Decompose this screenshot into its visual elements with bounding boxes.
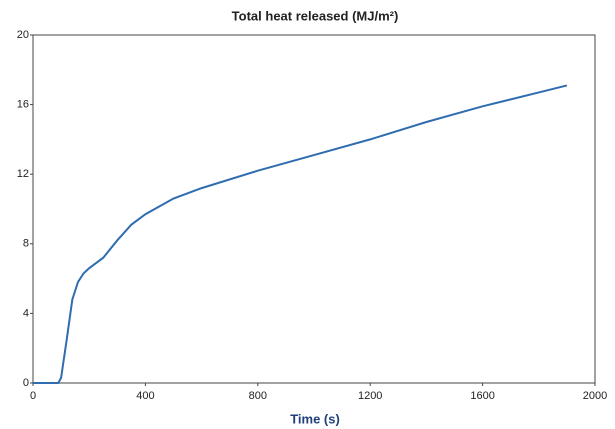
x-tick-label: 0 xyxy=(30,390,36,402)
x-tick-label: 2000 xyxy=(583,390,607,402)
y-tick-label: 4 xyxy=(23,307,29,319)
x-tick-label: 1200 xyxy=(358,390,382,402)
y-tick-label: 12 xyxy=(17,168,29,180)
plot-frame xyxy=(32,34,596,384)
chart-title: Total heat released (MJ/m²) xyxy=(232,8,399,23)
y-tick-label: 0 xyxy=(23,377,29,389)
x-tick-label: 400 xyxy=(136,390,154,402)
x-tick-label: 800 xyxy=(249,390,267,402)
y-tick-label: 20 xyxy=(17,29,29,41)
x-tick-label: 1600 xyxy=(470,390,494,402)
data-line xyxy=(33,84,568,384)
x-axis-label: Time (s) xyxy=(290,411,340,426)
y-tick-label: 16 xyxy=(17,99,29,111)
y-tick-label: 8 xyxy=(23,238,29,250)
